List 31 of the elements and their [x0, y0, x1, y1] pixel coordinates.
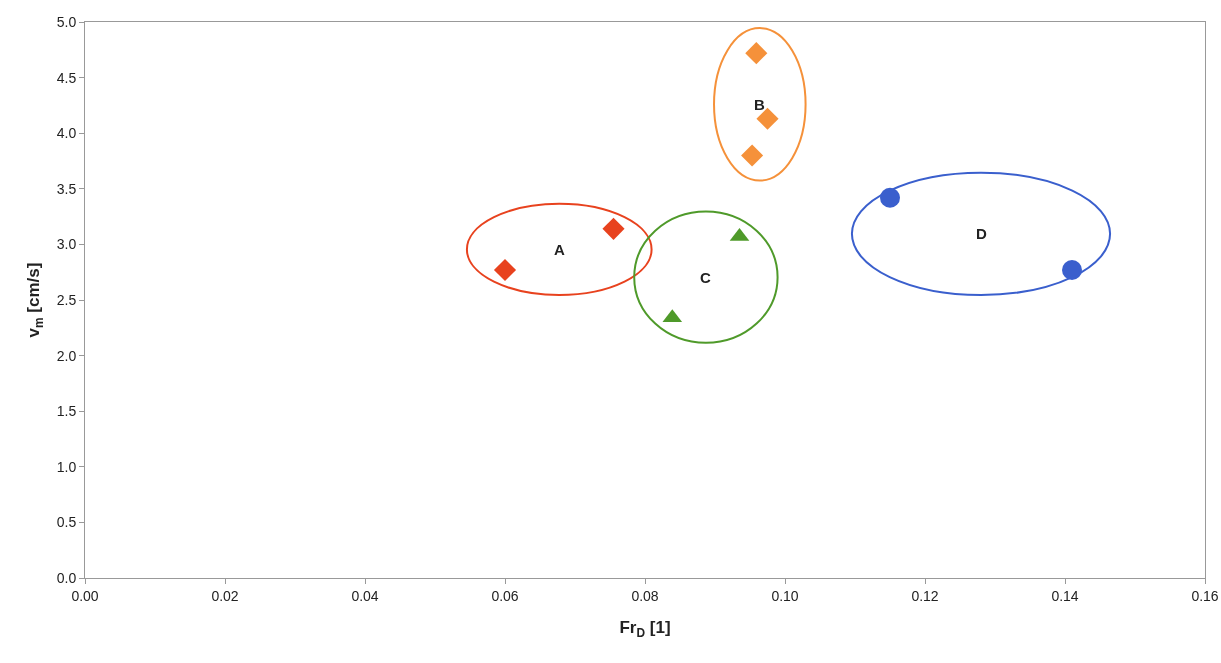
y-tick-label: 3.5 — [56, 180, 77, 197]
point — [493, 258, 517, 282]
point — [1062, 259, 1082, 280]
point — [741, 144, 764, 167]
annotation: B — [754, 96, 765, 113]
y-tick-label: 3.0 — [56, 236, 77, 253]
annotation: A — [554, 241, 565, 258]
y-tick-label: 4.0 — [56, 125, 77, 142]
x-tick-label: 0.08 — [631, 587, 659, 604]
y-tick-label: 2.0 — [56, 347, 77, 364]
x-tick-label: 0.12 — [911, 587, 939, 604]
x-axis-title: Fr$_{D}$ [1] — [619, 618, 671, 640]
y-tick-label: 4.5 — [56, 69, 77, 86]
y-tick-label: 5.0 — [56, 13, 77, 30]
x-tick-label: 0.00 — [71, 587, 99, 604]
point — [880, 187, 900, 208]
y-tick-label: 1.5 — [56, 403, 77, 420]
x-tick-label: 0.06 — [491, 587, 519, 604]
point — [745, 42, 768, 65]
x-tick-label: 0.16 — [1191, 587, 1219, 604]
y-tick-label: 1.0 — [56, 458, 77, 475]
annotation: D — [976, 225, 987, 242]
y-tick-label: 0.0 — [56, 569, 77, 586]
y-tick-label: 0.5 — [56, 514, 77, 531]
point — [602, 217, 625, 240]
x-tick-label: 0.04 — [351, 587, 379, 604]
x-tick-label: 0.10 — [771, 587, 799, 604]
y-tick-label: 2.5 — [56, 291, 77, 308]
x-tick-label: 0.02 — [211, 587, 239, 604]
x-tick-label: 0.14 — [1051, 587, 1079, 604]
annotation: C — [700, 269, 711, 286]
